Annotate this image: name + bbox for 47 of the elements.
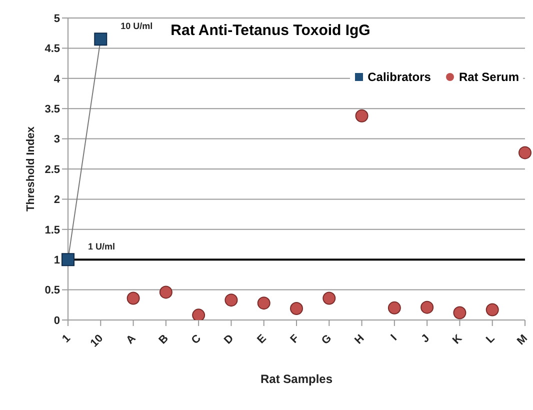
point [192, 308, 206, 320]
legend-label: Calibrators [366, 70, 431, 84]
y-tick-label: 1 [54, 254, 60, 267]
y-tick-label: 2 [54, 194, 60, 206]
chart-title: Rat Anti-Tetanus Toxoid IgG [166, 22, 374, 39]
annotation: 1 U/ml [88, 242, 116, 252]
point [322, 292, 336, 305]
x-tick-label: K [450, 332, 465, 347]
x-tick-label: E [255, 332, 269, 346]
point [224, 294, 238, 307]
point [388, 301, 401, 314]
x-tick-label: 10 [88, 332, 106, 350]
x-tick-label: I [388, 332, 400, 344]
point [257, 296, 270, 310]
point [62, 253, 74, 266]
y-tick-label: 0 [54, 314, 60, 327]
x-tick-label: C [189, 332, 204, 347]
x-tick-label: B [156, 332, 171, 347]
point [159, 286, 172, 299]
y-tick-label: 5 [54, 12, 60, 25]
x-tick-label: H [352, 332, 367, 347]
point [290, 302, 303, 316]
x-tick-label: F [288, 332, 302, 346]
point [518, 146, 532, 160]
y-tick-label: 4.5 [44, 43, 60, 56]
x-tick-label: L [484, 332, 498, 346]
point [420, 300, 434, 314]
y-axis-title: Threshold Index [24, 126, 37, 212]
y-tick-label: 4 [54, 73, 61, 86]
x-tick-label: A [124, 332, 138, 347]
point [126, 292, 140, 305]
point [355, 109, 368, 122]
x-axis-title: Rat Samples [260, 372, 333, 386]
y-tick-label: 3.5 [44, 104, 60, 116]
y-tick-label: 1.5 [44, 224, 60, 236]
point [94, 32, 108, 46]
x-tick-label: G [320, 332, 334, 348]
y-tick-label: 0.5 [44, 284, 60, 297]
y-tick-label: 2.5 [44, 164, 60, 176]
y-tick-label: 3 [54, 134, 60, 146]
x-tick-label: D [222, 332, 236, 347]
x-tick-label: M [514, 332, 530, 348]
point [453, 306, 466, 320]
x-tick-label: J [419, 332, 432, 346]
point [486, 303, 499, 316]
legend-label: Rat Serum [458, 70, 519, 84]
annotation: 10 U/ml [120, 21, 153, 32]
